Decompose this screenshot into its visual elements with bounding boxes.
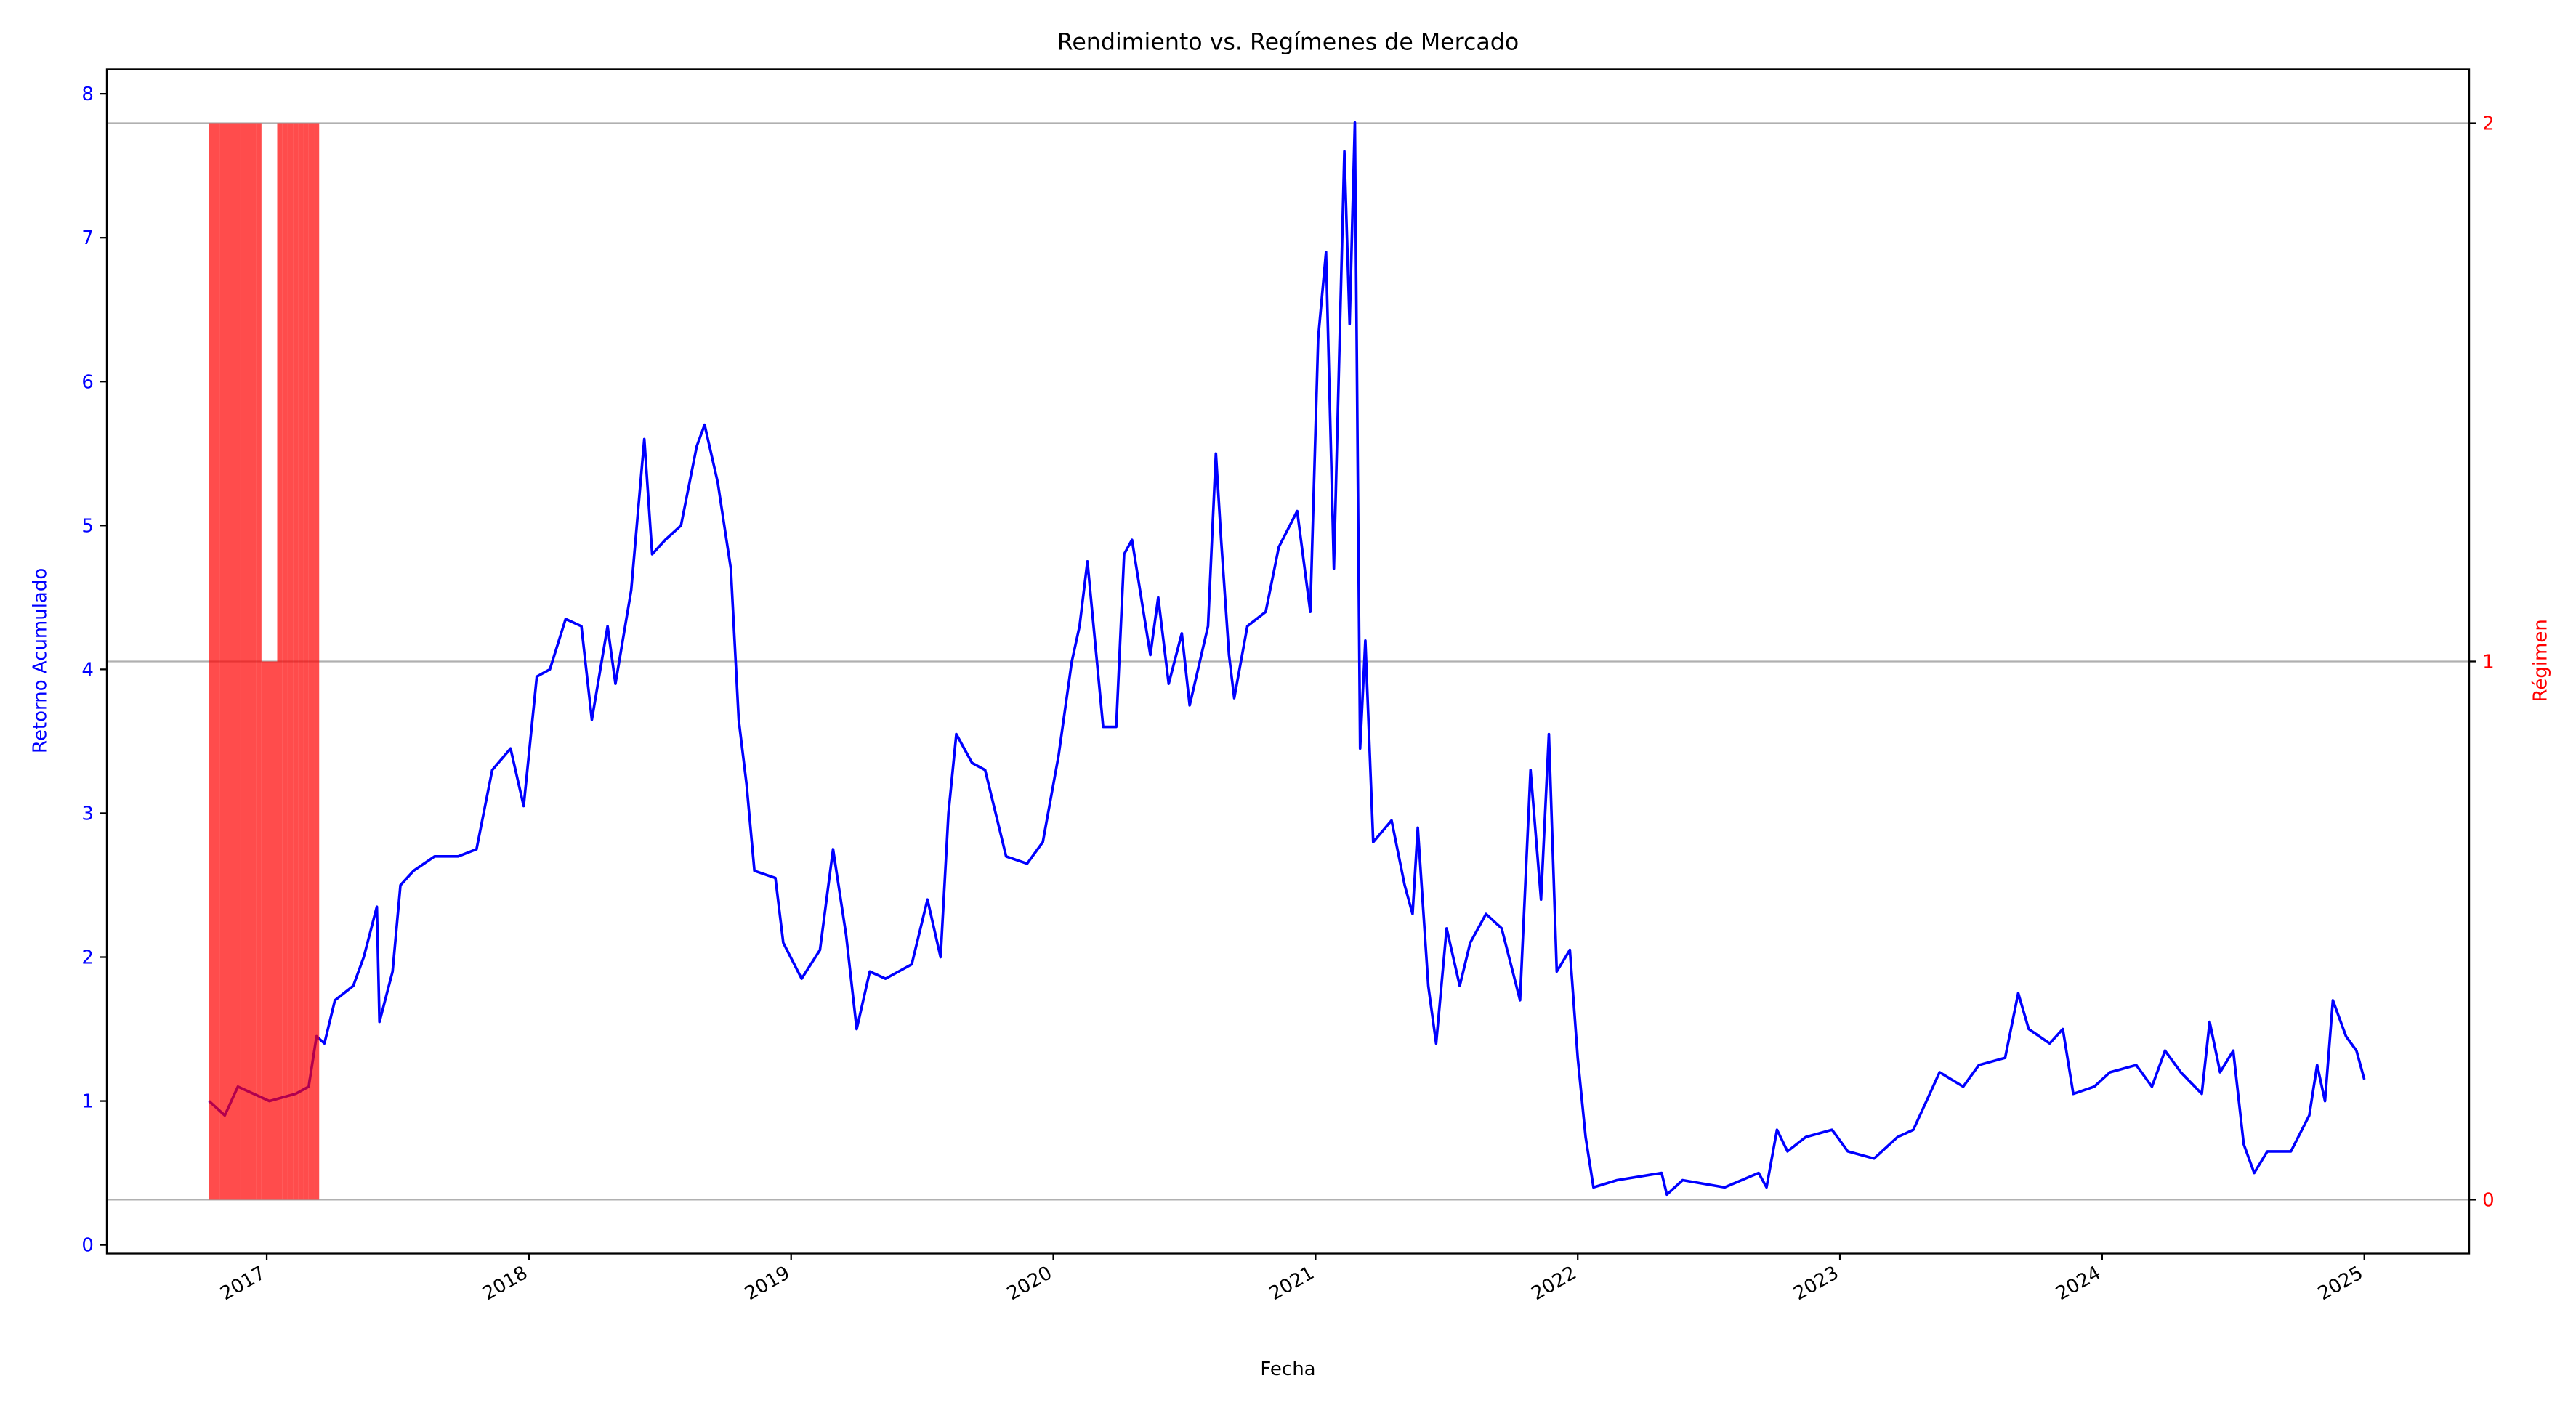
regime-bar	[298, 123, 304, 1200]
regime-bar	[256, 123, 262, 1200]
y-tick-label: 6	[81, 371, 94, 393]
x-axis-label: Fecha	[1260, 1359, 1315, 1380]
x-tick-label: 2024	[2052, 1262, 2104, 1305]
return-line	[208, 121, 2366, 1197]
y-tick-label: 2	[81, 947, 94, 969]
regime-bar	[267, 661, 272, 1200]
regime-bar	[225, 123, 230, 1200]
regime-bar	[246, 123, 251, 1200]
x-tick-label: 2018	[479, 1262, 531, 1305]
regime-bar	[314, 123, 320, 1200]
regime-bar	[240, 123, 246, 1200]
y-tick-label: 1	[81, 1091, 94, 1113]
y2-tick-label: 2	[2482, 113, 2495, 135]
y2-tick-label: 0	[2482, 1189, 2495, 1211]
x-tick-label: 2025	[2314, 1262, 2367, 1305]
regime-bar	[219, 123, 225, 1200]
y-tick-label: 4	[81, 659, 94, 681]
regime-bar	[282, 123, 288, 1200]
regime-bar	[303, 123, 309, 1200]
y-tick-label: 7	[81, 227, 94, 249]
x-tick-label: 2022	[1527, 1262, 1580, 1305]
x-tick-label: 2023	[1790, 1262, 1842, 1305]
x-tick-label: 2021	[1266, 1262, 1318, 1305]
x-tick-label: 2017	[217, 1262, 269, 1305]
y2-tick-label: 1	[2482, 652, 2495, 673]
y-tick-label: 5	[81, 515, 94, 537]
y-tick-label: 3	[81, 803, 94, 825]
y-axis-label: Retorno Acumulado	[29, 568, 51, 753]
chart-title: Rendimiento vs. Regímenes de Mercado	[1057, 29, 1519, 55]
regime-bar	[261, 661, 267, 1200]
regime-bar	[209, 123, 214, 1200]
regime-bar	[235, 123, 241, 1200]
y2-axis-label: Régimen	[2529, 619, 2551, 702]
regime-bar	[272, 661, 278, 1200]
x-tick-label: 2020	[1004, 1262, 1056, 1305]
x-tick-label: 2019	[741, 1262, 794, 1305]
regime-bar	[277, 123, 283, 1200]
regime-bar	[293, 123, 299, 1200]
regime-bar	[308, 123, 315, 1200]
regime-bar	[287, 123, 294, 1200]
y-tick-label: 0	[81, 1235, 94, 1257]
regime-bar	[230, 123, 235, 1200]
regime-bar	[214, 123, 220, 1200]
y-tick-label: 8	[81, 84, 94, 105]
regime-bar	[251, 123, 257, 1200]
